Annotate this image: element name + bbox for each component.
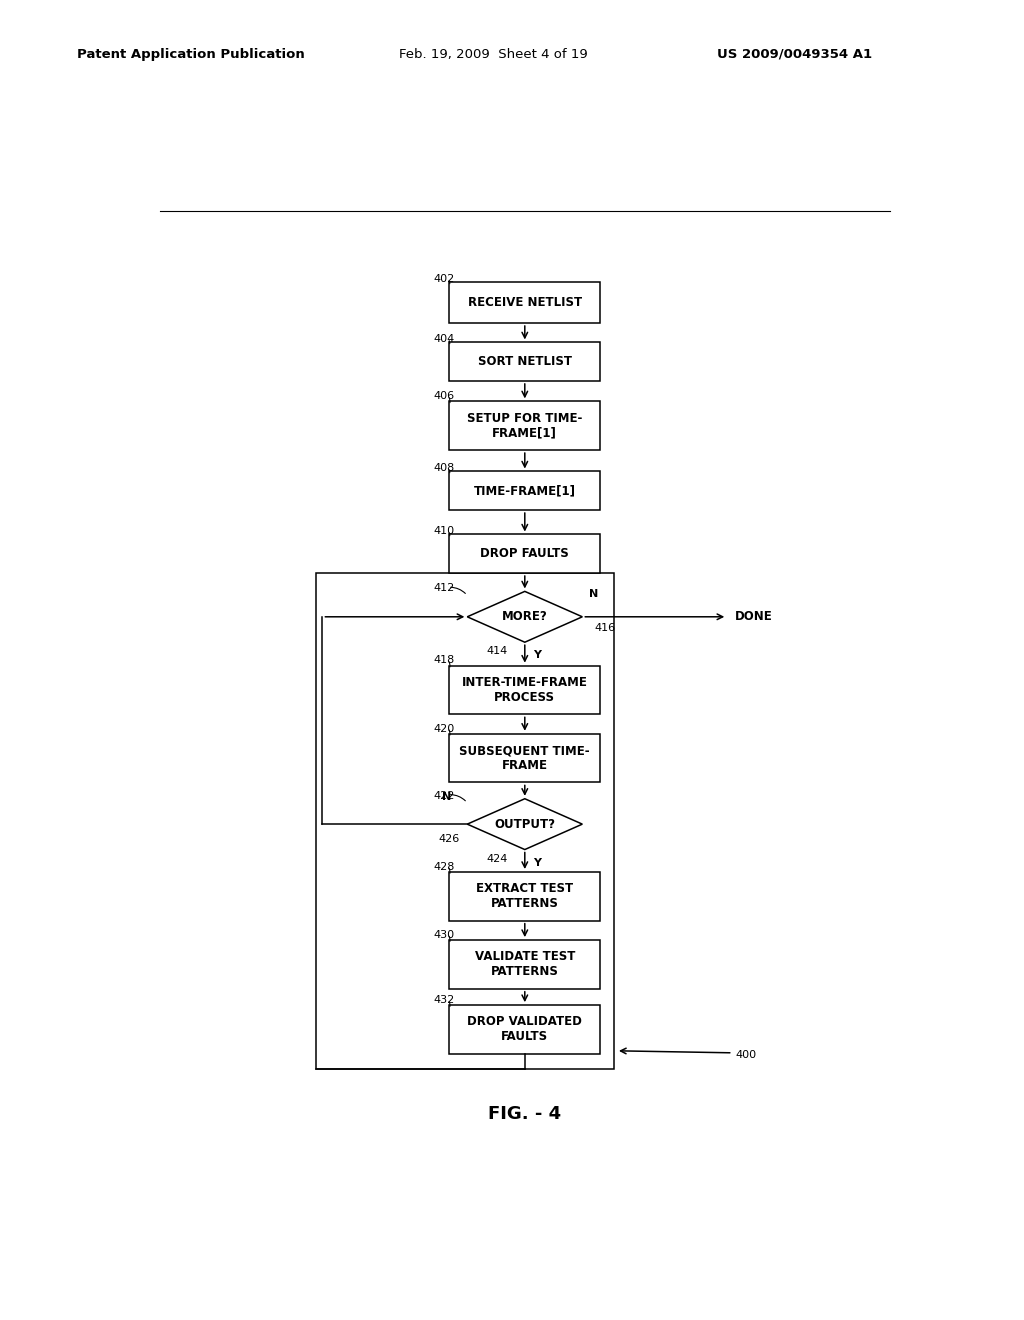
Text: 402: 402 (433, 275, 455, 284)
Bar (450, 873, 600, 921)
Text: FIG. - 4: FIG. - 4 (488, 1105, 561, 1123)
Text: OUTPUT?: OUTPUT? (495, 817, 555, 830)
Bar (450, 282, 600, 323)
Text: 428: 428 (433, 862, 455, 871)
Text: 420: 420 (433, 723, 455, 734)
Bar (316, 573, 614, 1069)
Text: MORE?: MORE? (502, 610, 548, 623)
Text: 430: 430 (433, 929, 455, 940)
Text: N: N (589, 589, 598, 598)
Text: N: N (442, 792, 452, 801)
Text: 418: 418 (433, 656, 455, 665)
Text: 422: 422 (433, 791, 455, 801)
Bar (450, 665, 600, 714)
Text: 408: 408 (433, 463, 455, 474)
Text: 404: 404 (433, 334, 455, 345)
Text: SORT NETLIST: SORT NETLIST (478, 355, 571, 368)
Text: DROP FAULTS: DROP FAULTS (480, 548, 569, 560)
Bar (450, 342, 600, 381)
Text: TIME-FRAME[1]: TIME-FRAME[1] (474, 484, 575, 498)
Text: VALIDATE TEST
PATTERNS: VALIDATE TEST PATTERNS (474, 950, 575, 978)
Text: Patent Application Publication: Patent Application Publication (77, 48, 304, 61)
Text: 416: 416 (594, 623, 615, 632)
Text: DONE: DONE (735, 610, 773, 623)
Bar (450, 734, 600, 783)
Text: 426: 426 (438, 834, 460, 845)
Text: Y: Y (532, 651, 541, 660)
Text: SUBSEQUENT TIME-
FRAME: SUBSEQUENT TIME- FRAME (460, 744, 590, 772)
Text: 412: 412 (433, 583, 455, 593)
Bar (450, 401, 600, 450)
Text: 410: 410 (433, 527, 455, 536)
Text: 400: 400 (735, 1049, 757, 1060)
Text: DROP VALIDATED
FAULTS: DROP VALIDATED FAULTS (467, 1015, 583, 1043)
Text: US 2009/0049354 A1: US 2009/0049354 A1 (717, 48, 871, 61)
Text: INTER-TIME-FRAME
PROCESS: INTER-TIME-FRAME PROCESS (462, 676, 588, 704)
Polygon shape (467, 799, 583, 850)
Text: 424: 424 (486, 854, 508, 863)
Bar (450, 1005, 600, 1053)
Polygon shape (467, 591, 583, 643)
Bar (450, 471, 600, 510)
Text: Y: Y (532, 858, 541, 867)
Text: 432: 432 (433, 995, 455, 1005)
Text: 414: 414 (486, 647, 508, 656)
Text: RECEIVE NETLIST: RECEIVE NETLIST (468, 296, 582, 309)
Text: SETUP FOR TIME-
FRAME[1]: SETUP FOR TIME- FRAME[1] (467, 412, 583, 440)
Text: EXTRACT TEST
PATTERNS: EXTRACT TEST PATTERNS (476, 882, 573, 911)
Bar (450, 535, 600, 573)
Bar (450, 940, 600, 989)
Text: 406: 406 (433, 391, 455, 401)
Text: Feb. 19, 2009  Sheet 4 of 19: Feb. 19, 2009 Sheet 4 of 19 (399, 48, 588, 61)
